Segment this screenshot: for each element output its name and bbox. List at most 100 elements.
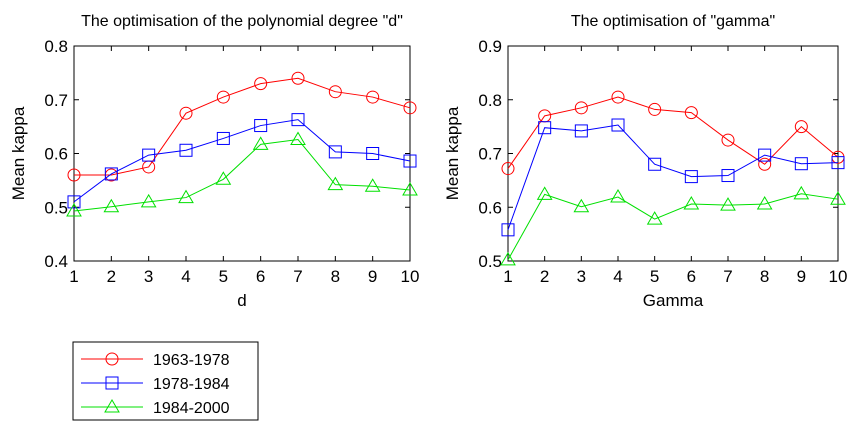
data-point [501,162,515,176]
plot-frame [507,45,839,262]
x-tick-label: 7 [723,267,732,286]
chart-title: The optimisation of "gamma" [571,13,775,30]
data-point [758,157,772,171]
data-point [758,148,772,162]
data-point [756,196,773,210]
data-point [291,113,305,127]
data-point [793,185,810,200]
plot-frame [73,45,411,262]
data-point [683,196,700,210]
data-point [648,157,662,171]
data-point [684,170,698,184]
data-point [538,121,552,135]
data-point [179,143,193,157]
data-point [794,157,808,171]
data-point [720,197,736,211]
y-tick-label: 0.6 [44,145,68,164]
data-point [328,85,342,99]
y-tick-label: 0.4 [44,252,68,271]
data-point [254,119,268,133]
x-tick-label: 5 [650,267,659,286]
x-tick-label: 9 [368,267,377,286]
data-point [328,145,342,159]
data-point [574,124,588,138]
y-tick-label: 0.8 [44,37,68,56]
series-line [73,119,411,203]
data-point [610,189,626,203]
x-tick-label: 2 [540,267,549,286]
data-point [403,154,417,168]
data-point [67,168,81,182]
y-tick-label: 0.6 [478,198,502,217]
data-point [403,101,417,115]
y-tick-label: 0.9 [478,37,502,56]
legend-marker [105,352,119,366]
data-point [178,189,194,204]
x-tick-label: 6 [256,267,265,286]
data-point [721,133,735,147]
data-point [501,223,515,237]
series-line [507,193,839,261]
series-1978-1984 [67,113,417,209]
data-point [140,193,157,208]
x-tick-label: 3 [144,267,153,286]
legend-label: 1984-2000 [153,400,230,417]
data-point [254,77,268,91]
data-point [830,191,846,205]
data-point [66,203,82,217]
series-line [507,96,839,169]
legend-label: 1978-1984 [153,376,230,393]
legend-label: 1963-1978 [153,352,230,369]
data-point [366,90,380,104]
data-point [573,198,590,213]
data-point [648,102,662,116]
data-point [684,106,698,120]
data-point [327,176,344,191]
series-line [74,77,411,176]
x-tick-label: 10 [401,267,420,286]
data-point [402,182,418,196]
data-point [216,90,230,104]
y-tick-label: 0.5 [44,198,68,217]
data-point [364,178,381,192]
y-tick-label: 0.5 [478,252,502,271]
x-tick-label: 1 [69,267,78,286]
chart-title: The optimisation of the polynomial degre… [81,13,403,30]
series-1963-1978 [67,71,417,182]
data-point [142,148,156,162]
data-point [500,251,516,266]
x-tick-label: 4 [613,267,622,286]
x-tick-label: 9 [797,267,806,286]
y-tick-label: 0.7 [44,91,68,110]
chart-gamma: The optimisation of "gamma" 0.5 0.6 0.7 0.8 0… [443,13,847,310]
data-point [290,131,306,146]
data-point [215,171,232,185]
data-point [721,169,735,183]
data-point [291,71,305,85]
y-tick-label: 0.7 [478,145,502,164]
x-tick-label: 6 [687,267,696,286]
y-axis-label: Mean kappa [443,106,462,200]
x-tick-label: 8 [760,267,769,286]
series-1963-1978 [501,90,845,176]
data-point [179,106,193,120]
series-1984-2000 [66,131,418,217]
series-1984-2000 [500,185,846,266]
data-point [252,136,269,150]
x-tick-label: 1 [503,267,512,286]
legend: 1963-1978 1978-1984 1984-2000 [72,341,259,421]
x-tick-label: 10 [829,267,848,286]
data-point [104,167,118,181]
x-tick-label: 8 [331,267,340,286]
series-line [507,124,839,230]
data-point [611,118,625,132]
y-tick-label: 0.8 [478,91,502,110]
chart-polynomial-degree: The optimisation of the polynomial degre… [9,13,419,310]
data-point [831,156,845,170]
x-tick-label: 4 [181,267,190,286]
data-point [366,147,380,160]
series-line [73,138,411,212]
y-axis-label: Mean kappa [9,106,28,200]
data-point [574,101,588,115]
